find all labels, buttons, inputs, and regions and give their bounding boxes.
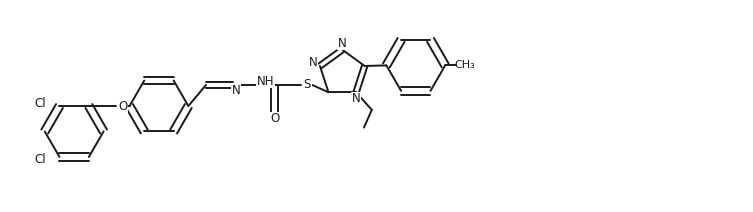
Text: N: N bbox=[309, 56, 318, 68]
Text: NH: NH bbox=[257, 75, 274, 88]
Text: N: N bbox=[338, 37, 346, 50]
Text: Cl: Cl bbox=[34, 97, 46, 110]
Text: N: N bbox=[231, 84, 240, 97]
Text: Cl: Cl bbox=[34, 153, 46, 166]
Text: CH₃: CH₃ bbox=[454, 60, 474, 70]
Text: N: N bbox=[352, 92, 361, 105]
Text: S: S bbox=[303, 78, 311, 92]
Text: O: O bbox=[270, 112, 279, 125]
Text: O: O bbox=[118, 99, 127, 113]
